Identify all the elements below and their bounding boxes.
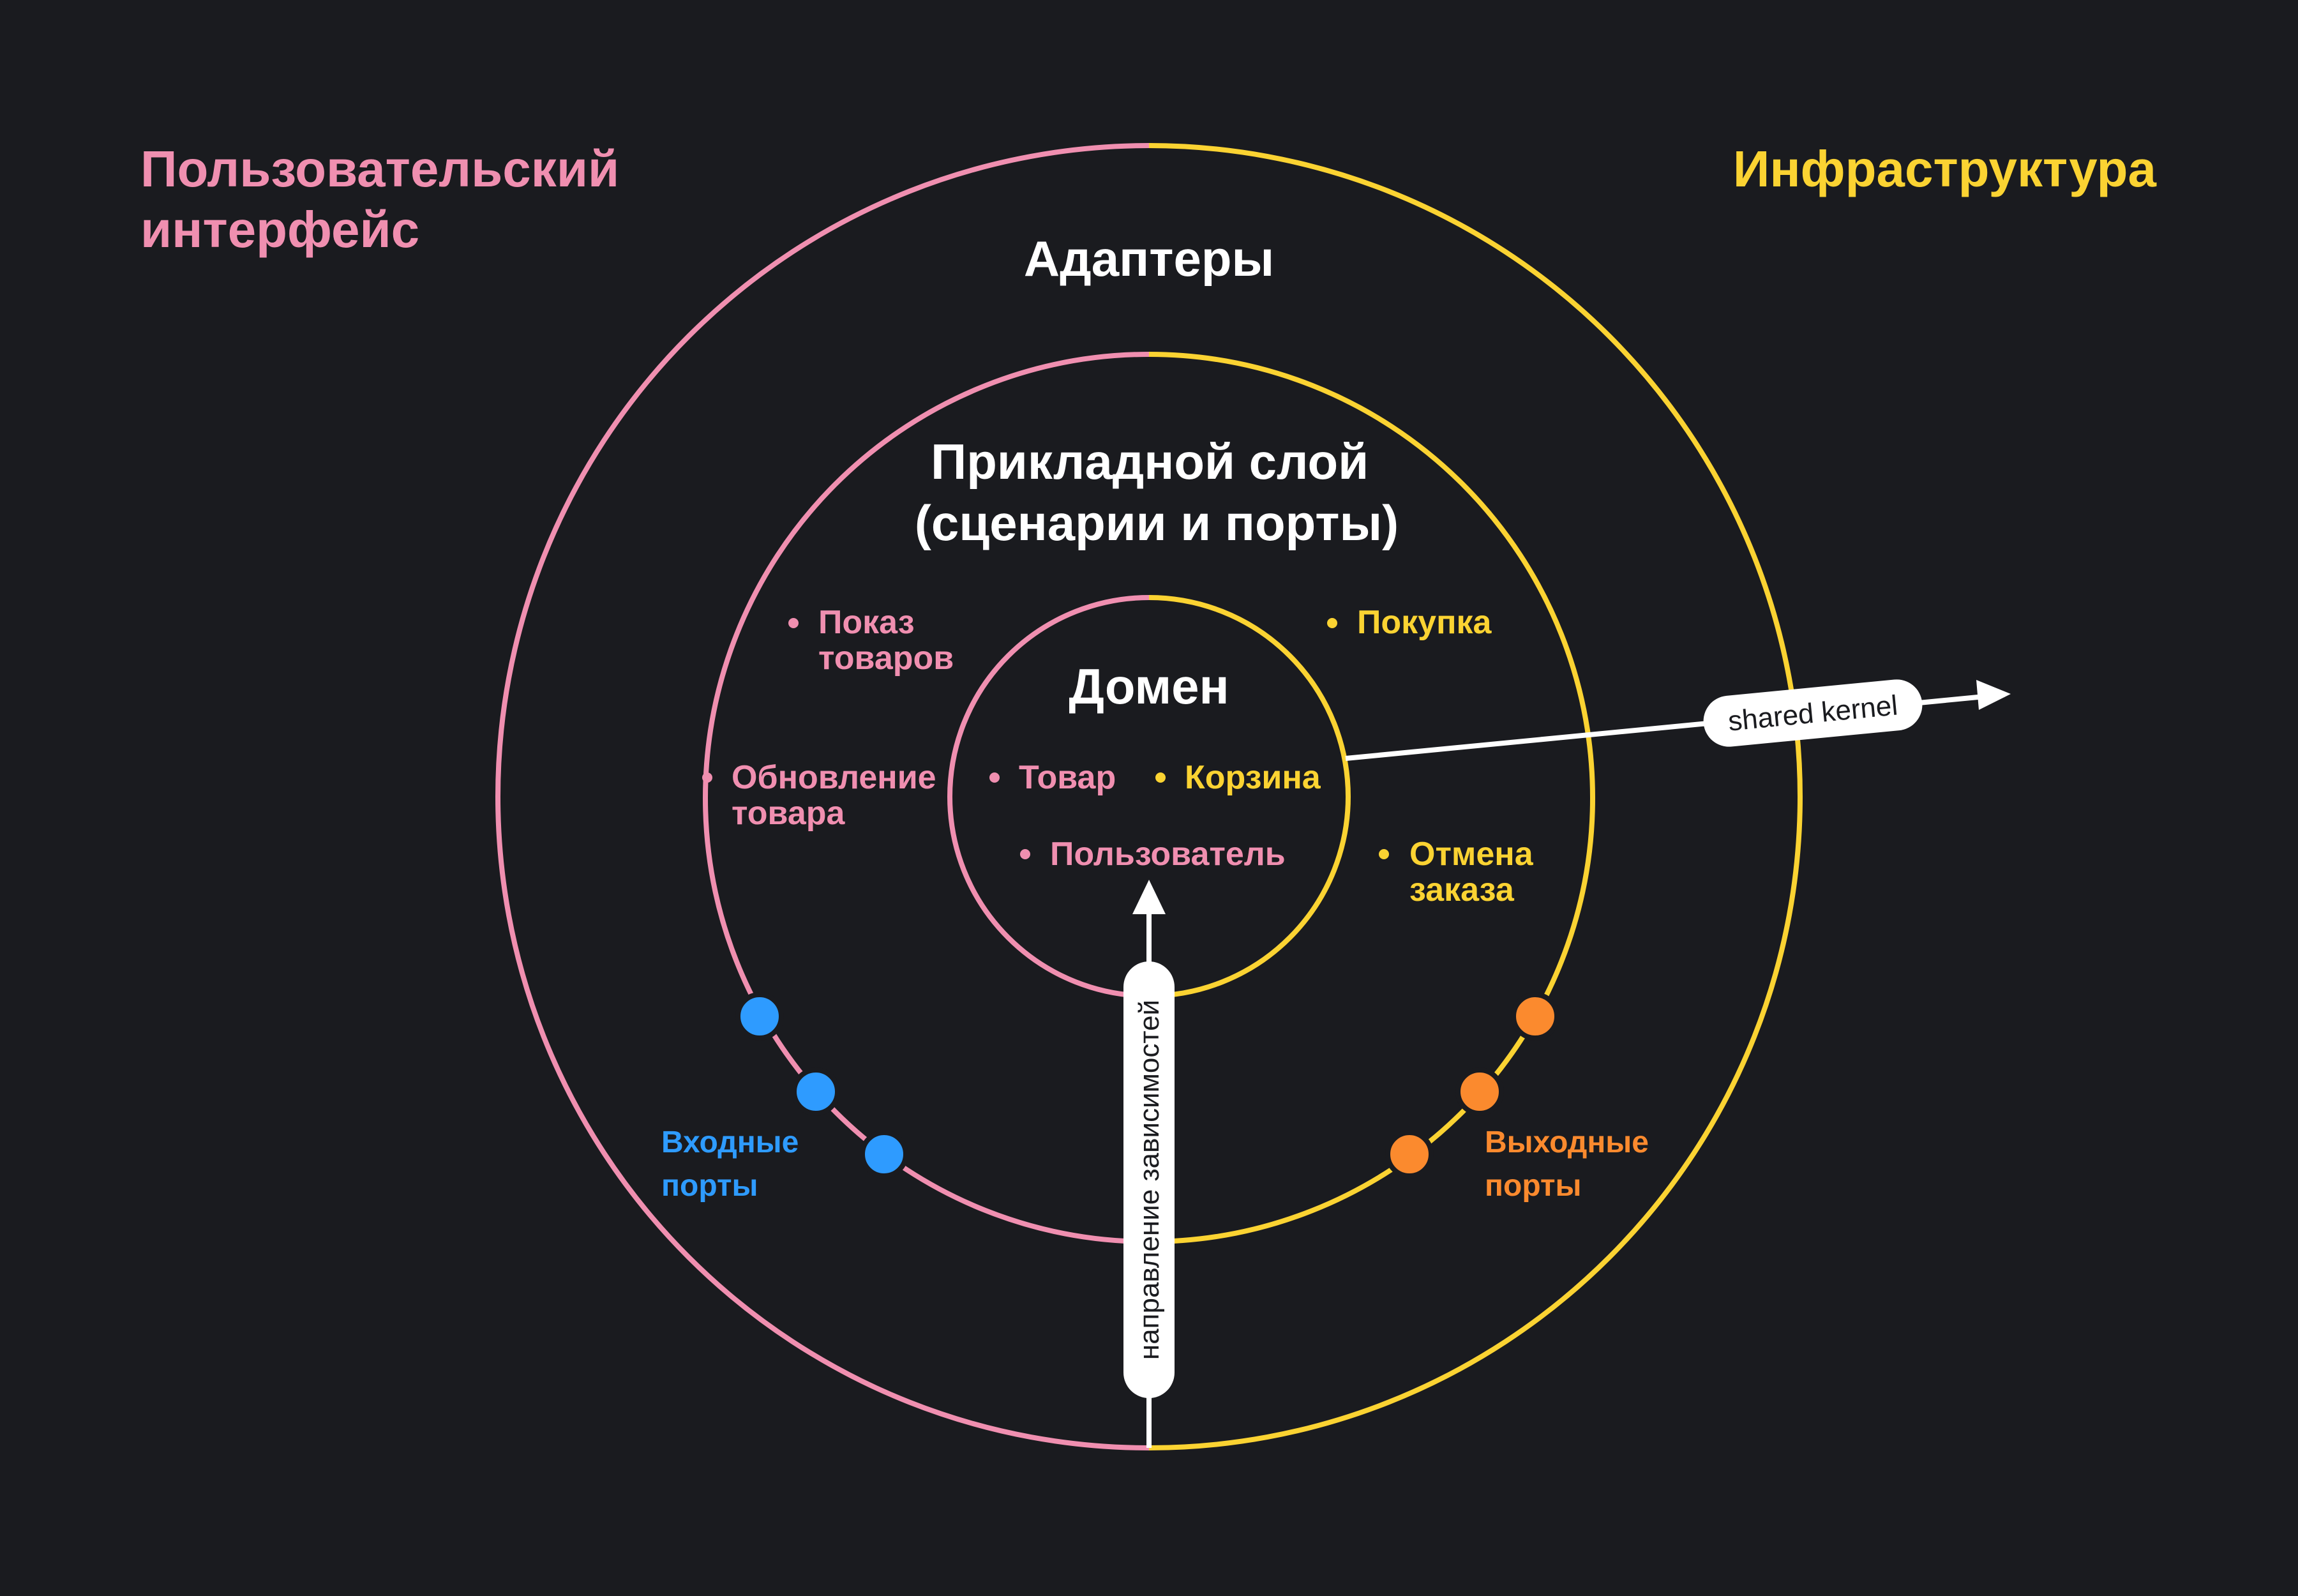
bullet-cart bbox=[1155, 772, 1166, 783]
shared-kernel-pill: shared kernel bbox=[1703, 679, 1923, 747]
application-title-line2: (сценарии и порты) bbox=[915, 495, 1399, 551]
application-title-line1: Прикладной слой bbox=[931, 433, 1369, 490]
bullet-purchase bbox=[1327, 618, 1337, 628]
adapters-ring-infra-half bbox=[1148, 143, 1803, 1450]
item-update-product-line2: товара bbox=[732, 795, 846, 832]
output-ports-label-line2: порты bbox=[1485, 1169, 1582, 1203]
input-port-dot-2 bbox=[792, 1067, 840, 1116]
output-port-dot-2 bbox=[1455, 1067, 1504, 1116]
domain-title: Домен bbox=[1069, 658, 1229, 714]
dependency-direction-pill-bg bbox=[1123, 961, 1175, 1398]
item-cancel-order-line2: заказа bbox=[1409, 871, 1515, 908]
shared-kernel-pill-bg bbox=[1703, 679, 1923, 747]
dependency-direction-pill: направление зависимостей bbox=[1123, 961, 1175, 1398]
item-cancel-order-line1: Отмена bbox=[1409, 836, 1534, 873]
input-port-dot-1 bbox=[735, 992, 784, 1041]
item-cart: Корзина bbox=[1185, 759, 1321, 796]
dependency-direction-arrowhead bbox=[1132, 880, 1166, 914]
bullet-user bbox=[1020, 849, 1030, 859]
dependency-direction-label: направление зависимостей bbox=[1134, 1000, 1165, 1360]
output-port-dot-1 bbox=[1511, 992, 1559, 1041]
input-ports-label: Входные порты bbox=[661, 1125, 807, 1203]
item-cancel-order: Отмена заказа bbox=[1409, 836, 1542, 908]
item-user: Пользователь bbox=[1050, 836, 1286, 873]
output-port-dot-3 bbox=[1385, 1130, 1434, 1178]
item-show-products: Показ товаров bbox=[818, 604, 954, 677]
shared-kernel-arrowhead bbox=[1976, 680, 2011, 710]
item-show-products-line1: Показ bbox=[818, 604, 915, 641]
bullet-cancel-order bbox=[1379, 849, 1389, 859]
input-ports-label-line1: Входные bbox=[661, 1125, 799, 1159]
bullet-product bbox=[989, 772, 1000, 783]
domain-ring-ui-half bbox=[947, 595, 1150, 998]
output-ports-label: Выходные порты bbox=[1485, 1125, 1657, 1203]
output-ports-label-line1: Выходные bbox=[1485, 1125, 1649, 1159]
ui-title: Пользовательский интерфейс bbox=[140, 140, 633, 258]
item-update-product-line1: Обновление bbox=[732, 759, 936, 796]
input-ports-label-line2: порты bbox=[661, 1169, 758, 1203]
item-purchase: Покупка bbox=[1357, 604, 1492, 641]
item-show-products-line2: товаров bbox=[818, 640, 954, 677]
adapters-ring-ui-half bbox=[495, 143, 1150, 1450]
application-ring-infra-half bbox=[1148, 352, 1595, 1244]
bullet-show-products bbox=[788, 618, 799, 628]
item-update-product: Обновление товара bbox=[732, 759, 945, 832]
input-port-dot-3 bbox=[860, 1130, 908, 1178]
infrastructure-title: Инфраструктура bbox=[1733, 140, 2157, 197]
adapters-title: Адаптеры bbox=[1024, 230, 1274, 287]
item-product: Товар bbox=[1019, 759, 1116, 796]
ui-title-line1: Пользовательский bbox=[140, 140, 619, 197]
bullet-update-product bbox=[702, 772, 712, 783]
application-ring-ui-half bbox=[703, 352, 1150, 1244]
ui-title-line2: интерфейс bbox=[140, 201, 419, 258]
domain-ring-infra-half bbox=[1148, 595, 1351, 998]
application-title: Прикладной слой (сценарии и порты) bbox=[915, 433, 1399, 551]
